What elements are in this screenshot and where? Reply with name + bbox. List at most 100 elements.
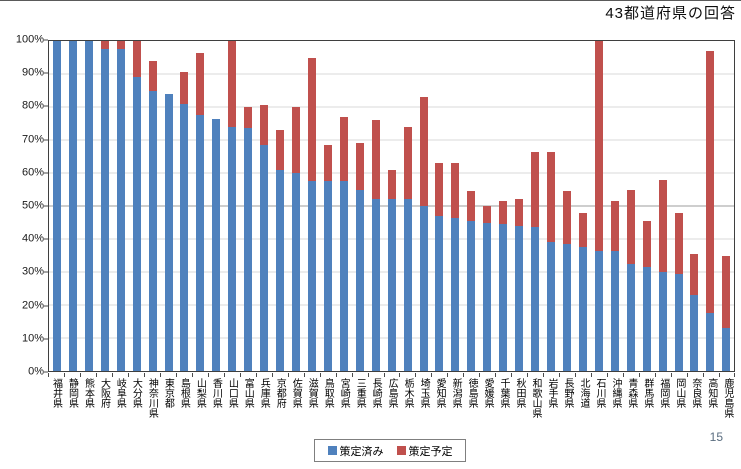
- bar-column: [575, 41, 591, 371]
- bar-column: [272, 41, 288, 371]
- x-axis-label: 香川県: [210, 378, 222, 408]
- stacked-bar: [196, 41, 205, 371]
- x-axis-tick: [495, 373, 497, 377]
- x-axis-label-column: 佐賀県: [288, 378, 304, 418]
- bar-planned-segment: [562, 191, 571, 244]
- plot-area: [48, 40, 735, 372]
- x-axis-label-column: 埼玉県: [416, 378, 432, 418]
- x-axis-label-column: 福岡県: [655, 378, 671, 418]
- x-axis-label-column: 長崎県: [368, 378, 384, 418]
- x-axis-label-column: 山口県: [224, 378, 240, 418]
- bar-formulated-segment: [100, 49, 109, 371]
- x-axis-label-column: 青森県: [623, 378, 639, 418]
- y-axis-label: 60%: [21, 166, 44, 179]
- x-axis-label: 岩手県: [546, 378, 557, 408]
- stacked-bar: [276, 41, 285, 371]
- bar-planned-segment: [180, 72, 189, 104]
- stacked-bar: [292, 41, 301, 371]
- bar-column: [591, 41, 607, 371]
- x-axis-label-column: 岐阜県: [112, 378, 128, 418]
- bar-formulated-segment: [212, 118, 221, 371]
- x-axis-label-column: 石川県: [591, 378, 607, 418]
- x-axis-label: 石川県: [593, 378, 605, 408]
- bar-column: [718, 41, 734, 371]
- bar-column: [113, 41, 129, 371]
- bar-formulated-segment: [642, 267, 651, 371]
- x-axis-tick: [655, 373, 657, 377]
- x-axis-tick: [399, 373, 401, 377]
- x-axis-label-column: 千葉県: [496, 378, 512, 418]
- x-axis-tick: [367, 373, 369, 377]
- x-axis-label-column: 京都府: [272, 378, 288, 418]
- x-axis-label: 徳島県: [466, 378, 478, 408]
- bar-planned-segment: [674, 212, 683, 274]
- bar-formulated-segment: [196, 115, 205, 371]
- x-axis-label: 群馬県: [641, 378, 653, 408]
- x-axis-label: 高知県: [705, 378, 717, 408]
- bar-column: [479, 41, 495, 371]
- x-axis-label: 富山県: [242, 378, 254, 408]
- bar-column: [256, 41, 272, 371]
- x-axis-tick: [734, 373, 735, 377]
- bar-planned-segment: [722, 255, 731, 329]
- stacked-bar: [674, 41, 683, 371]
- x-axis-label: 青森県: [625, 378, 637, 408]
- x-axis-tick: [351, 373, 353, 377]
- bar-column: [623, 41, 639, 371]
- bar-formulated-segment: [339, 181, 348, 371]
- x-axis-label-column: 島根県: [176, 378, 192, 418]
- y-axis-tick: [44, 172, 48, 174]
- x-axis-tick: [207, 373, 209, 377]
- bar-column: [400, 41, 416, 371]
- stacked-bar: [244, 41, 253, 371]
- legend-swatch-planned-icon: [396, 446, 406, 455]
- x-axis-label: 長野県: [561, 378, 573, 408]
- x-axis-label: 山口県: [226, 378, 238, 408]
- x-axis-label: 京都府: [274, 378, 286, 408]
- x-axis-tick: [335, 373, 337, 377]
- bar-column: [432, 41, 448, 371]
- bar-planned-segment: [483, 206, 492, 223]
- x-axis-tick: [703, 373, 705, 377]
- x-axis-label: 愛知県: [434, 378, 446, 408]
- x-axis-tick: [559, 373, 561, 377]
- stacked-bar: [52, 41, 61, 371]
- bar-formulated-segment: [722, 328, 731, 371]
- bar-formulated-segment: [674, 273, 683, 371]
- bar-formulated-segment: [690, 295, 699, 371]
- bar-column: [97, 41, 113, 371]
- x-axis-label-column: 岩手県: [544, 378, 560, 418]
- stacked-bar: [435, 41, 444, 371]
- y-axis-label: 70%: [21, 133, 44, 146]
- bar-planned-segment: [578, 212, 587, 248]
- bar-planned-segment: [148, 60, 157, 91]
- bar-column: [145, 41, 161, 371]
- x-axis-tick: [95, 373, 97, 377]
- bar-column: [208, 41, 224, 371]
- bar-column: [368, 41, 384, 371]
- stacked-bar: [68, 41, 77, 371]
- x-axis-label: 新潟県: [450, 378, 462, 408]
- x-axis-tick: [48, 373, 49, 377]
- x-axis-label-column: 愛媛県: [480, 378, 496, 418]
- x-axis-label-column: 沖縄県: [607, 378, 623, 418]
- x-axis-label: 兵庫県: [258, 378, 270, 408]
- bar-planned-segment: [196, 52, 205, 116]
- bar-formulated-segment: [499, 224, 508, 371]
- x-axis-tick: [127, 373, 129, 377]
- bar-planned-segment: [610, 201, 619, 251]
- x-axis-tick: [671, 373, 673, 377]
- bar-column: [352, 41, 368, 371]
- bar-column: [49, 41, 65, 371]
- bar-planned-segment: [371, 120, 380, 200]
- x-axis-label: 佐賀県: [290, 378, 302, 408]
- x-axis-tick: [447, 373, 449, 377]
- bar-column: [463, 41, 479, 371]
- bar-formulated-segment: [148, 90, 157, 371]
- stacked-bar: [84, 41, 93, 371]
- x-axis-label-column: 群馬県: [639, 378, 655, 418]
- x-axis-label: 岐阜県: [114, 378, 126, 408]
- bar-column: [304, 41, 320, 371]
- bar-formulated-segment: [244, 128, 253, 371]
